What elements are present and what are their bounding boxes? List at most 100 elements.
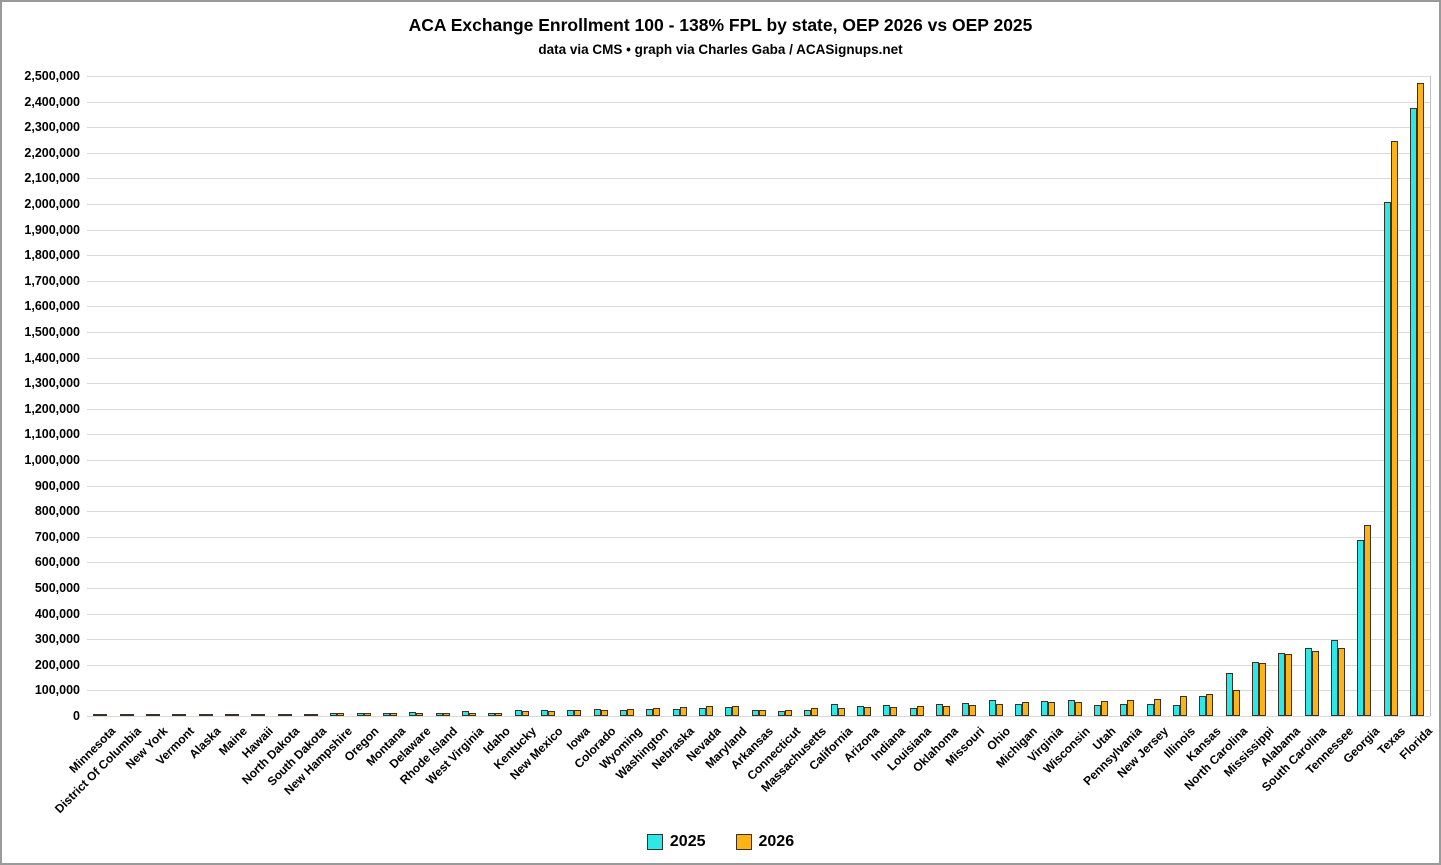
bar-2025-illinois (1173, 705, 1180, 716)
bar-2025-vermont (172, 714, 179, 716)
bar-2026-delaware (416, 713, 423, 716)
bar-2025-south-dakota (304, 714, 311, 716)
y-axis-tick-label: 800,000 (34, 504, 80, 518)
bar-2025-arizona (857, 706, 864, 716)
bar-2026-colorado (601, 710, 608, 716)
bar-2025-utah (1094, 705, 1101, 716)
gridline (87, 204, 1430, 205)
bar-2026-illinois (1180, 696, 1187, 716)
y-axis-tick-label: 400,000 (34, 607, 80, 621)
y-axis-tick-label: 1,800,000 (24, 248, 80, 262)
y-axis-tick-label: 0 (73, 709, 80, 723)
bar-2026-iowa (574, 710, 581, 716)
chart-subtitle: data via CMS • graph via Charles Gaba / … (538, 42, 903, 57)
bar-2025-missouri (962, 703, 969, 716)
bar-2025-new-hampshire (330, 713, 337, 716)
bar-2025-mississippi (1252, 662, 1259, 716)
y-axis-tick-label: 1,300,000 (24, 376, 80, 390)
gridline (87, 614, 1430, 615)
gridline (87, 409, 1430, 410)
bar-2026-oklahoma (943, 706, 950, 716)
bar-2026-south-carolina (1312, 651, 1319, 716)
bar-2026-alabama (1285, 654, 1292, 716)
bar-2025-oregon (357, 713, 364, 716)
bar-2025-indiana (883, 705, 890, 716)
legend-item-2026: 2026 (735, 833, 794, 851)
bar-2026-wyoming (627, 709, 634, 716)
bar-2026-minnesota (100, 714, 107, 716)
bar-2026-vermont (179, 714, 186, 716)
bar-2026-michigan (1022, 702, 1029, 716)
bar-2025-pennsylvania (1120, 704, 1127, 716)
bar-2025-rhode-island (436, 713, 443, 716)
bar-2026-texas (1391, 141, 1398, 716)
bar-2026-georgia (1364, 525, 1371, 716)
gridline (87, 178, 1430, 179)
gridline (87, 716, 1430, 717)
bar-2026-washington (653, 708, 660, 716)
bar-2025-nebraska (673, 709, 680, 716)
bar-2026-kansas (1206, 694, 1213, 716)
bar-2025-florida (1410, 108, 1417, 716)
bar-2026-alaska (206, 714, 213, 716)
bar-2025-hawaii (251, 714, 258, 716)
bar-2025-idaho (488, 713, 495, 716)
bar-2026-california (838, 708, 845, 716)
gridline (87, 383, 1430, 384)
bar-2026-west-virginia (469, 713, 476, 716)
bar-2026-district-of-columbia (127, 714, 134, 716)
gridline (87, 537, 1430, 538)
gridline (87, 588, 1430, 589)
bar-2025-texas (1384, 202, 1391, 716)
bar-2026-new-mexico (548, 711, 555, 716)
bar-2025-new-mexico (541, 710, 548, 716)
bar-2025-washington (646, 709, 653, 716)
bar-2025-district-of-columbia (120, 714, 127, 716)
bar-2026-new-hampshire (337, 713, 344, 716)
gridline (87, 690, 1430, 691)
y-axis-tick-label: 2,300,000 (24, 120, 80, 134)
bar-2026-rhode-island (443, 713, 450, 716)
gridline (87, 562, 1430, 563)
bar-2025-iowa (567, 710, 574, 716)
y-axis-tick-label: 900,000 (34, 479, 80, 493)
y-axis-tick-label: 1,600,000 (24, 299, 80, 313)
bar-2025-california (831, 704, 838, 716)
bar-2025-alaska (199, 714, 206, 716)
gridline (87, 255, 1430, 256)
y-axis-tick-label: 2,100,000 (24, 171, 80, 185)
gridline (87, 460, 1430, 461)
bar-2026-north-dakota (285, 714, 292, 716)
bar-2025-georgia (1357, 540, 1364, 716)
y-axis-tick-label: 1,500,000 (24, 325, 80, 339)
bar-2025-virginia (1041, 701, 1048, 716)
bar-2026-nebraska (680, 707, 687, 716)
bar-2026-missouri (969, 705, 976, 716)
bar-2025-wisconsin (1068, 700, 1075, 716)
gridline (87, 306, 1430, 307)
legend-swatch-2026 (735, 834, 752, 850)
gridline (87, 434, 1430, 435)
bar-2026-new-jersey (1154, 699, 1161, 716)
bar-2026-indiana (890, 707, 897, 716)
bar-2025-oklahoma (936, 704, 943, 716)
bar-2026-mississippi (1259, 663, 1266, 716)
plot-right-border (1430, 76, 1431, 716)
bar-2026-new-york (153, 714, 160, 716)
y-axis-tick-label: 500,000 (34, 581, 80, 595)
y-axis-tick-label: 2,000,000 (24, 197, 80, 211)
bar-2026-wisconsin (1075, 702, 1082, 716)
bar-2026-montana (390, 713, 397, 716)
bar-2025-tennessee (1331, 640, 1338, 716)
bar-2025-new-jersey (1147, 704, 1154, 716)
bar-2025-nevada (699, 708, 706, 716)
gridline (87, 281, 1430, 282)
bar-2026-arizona (864, 707, 871, 716)
bar-2026-south-dakota (311, 714, 318, 716)
bar-2026-oregon (364, 713, 371, 716)
y-axis-tick-label: 700,000 (34, 530, 80, 544)
bar-2025-alabama (1278, 653, 1285, 716)
gridline (87, 511, 1430, 512)
bar-2026-florida (1417, 83, 1424, 716)
y-axis-tick-label: 1,900,000 (24, 223, 80, 237)
